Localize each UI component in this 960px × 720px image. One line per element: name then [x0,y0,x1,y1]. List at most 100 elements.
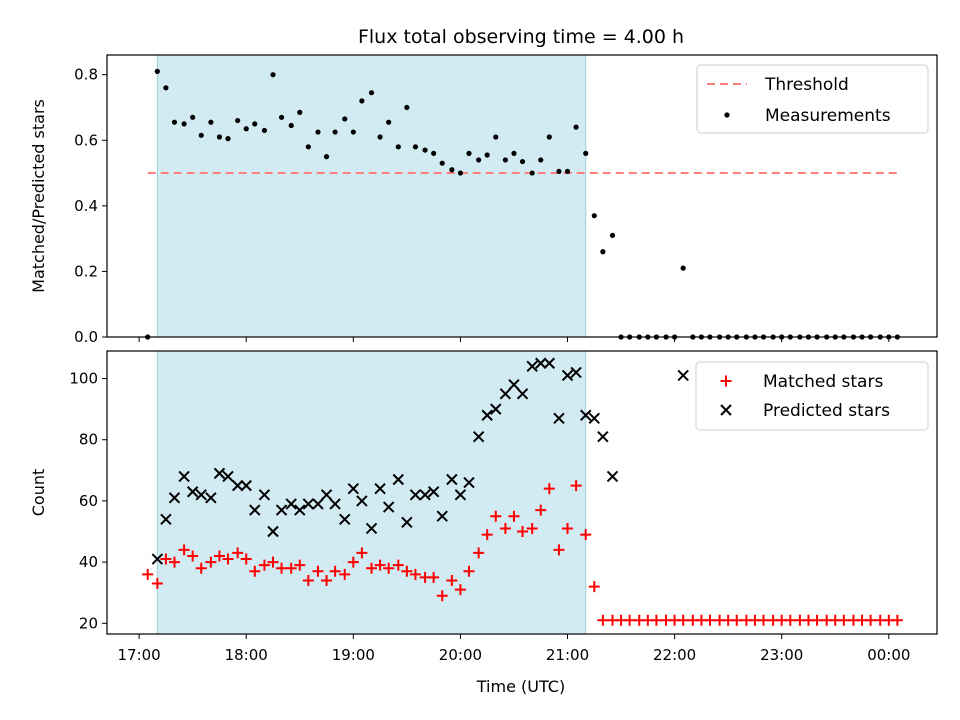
matched-star-point [428,571,440,583]
bottom-y-tick-label: 80 [79,431,98,449]
measurement-point [243,126,249,132]
measurement-point [359,98,365,104]
measurement-point [609,232,616,238]
measurement-point [680,265,686,271]
matched-star-point [562,522,574,534]
measurement-point [261,127,268,134]
legend-measurements-label: Measurements [765,106,891,126]
x-axis-title: Time (UTC) [476,677,565,696]
top-y-tick-label: 0.6 [74,131,98,149]
predicted-star-point [606,470,619,483]
predicted-star-point [597,430,609,443]
predicted-star-point [463,476,475,489]
matched-star-point [213,550,225,562]
predicted-star-point [553,412,565,425]
matched-star-point [178,544,190,556]
matched-star-point [232,547,244,559]
measurement-point [484,152,490,158]
predicted-star-point [302,498,315,510]
measurement-point [529,170,535,176]
matched-star-point [865,614,877,626]
measurement-point [466,150,472,156]
measurement-point [198,132,204,138]
legend-predicted-label: Predicted stars [763,401,890,421]
x-tick-label: 22:00 [653,646,696,664]
matched-star-point [187,550,199,562]
matched-star-point [508,510,520,522]
predicted-star-point [374,482,386,495]
measurement-point [154,68,160,74]
bottom-legend: Matched stars Predicted stars [695,361,929,431]
matched-star-point [473,547,485,559]
matched-star-point [142,568,154,580]
measurement-point [216,134,223,140]
predicted-star-point [275,504,288,516]
measurement-point [573,124,579,130]
x-tick-label: 00:00 [867,646,910,664]
top-legend: Threshold Measurements [696,64,929,134]
predicted-star-point [588,412,600,425]
matched-star-point [811,614,823,626]
predicted-star-point [419,489,431,501]
x-tick-label: 20:00 [439,646,482,664]
predicted-star-point [294,504,306,516]
predicted-star-point [508,378,520,391]
predicted-star-point [178,470,190,483]
measurement-point [476,157,482,163]
matched-star-point [624,614,636,626]
predicted-star-point [258,489,271,501]
bottom-panel: 17:00 18:00 19:00 20:00 21:00 22:00 23:00 00:00… [29,350,938,664]
matched-star-point [838,614,850,626]
measurement-point [190,114,196,120]
predicted-star-point [472,430,485,443]
matched-star-point [383,562,395,574]
measurement-point [377,134,383,140]
measurement-point [315,129,321,135]
matched-star-point [409,568,421,580]
top-y-tick-label: 0.4 [74,197,98,215]
measurement-point [546,134,552,140]
matched-star-point [392,559,404,571]
measurement-point [368,90,375,96]
predicted-star-point [249,504,261,516]
legend-measurements-swatch [724,112,730,118]
measurement-point [350,129,356,135]
matched-star-point [490,510,502,522]
predicted-star-point [392,473,405,486]
predicted-star-point [320,489,333,501]
measurement-point [412,144,419,150]
matched-star-point [731,614,743,626]
bottom-y-tick-label: 100 [69,370,98,388]
matched-star-point [374,559,386,571]
measurement-point [564,168,571,175]
predicted-star-point [409,489,422,501]
predicted-star-point [677,369,689,382]
measurement-point [163,85,169,91]
predicted-star-point [535,357,547,369]
matched-star-point [160,553,172,565]
predicted-star-point [285,498,297,510]
predicted-star-point [454,489,467,501]
predicted-star-point [561,369,574,382]
predicted-star-point [339,513,351,525]
matched-star-point [329,565,341,577]
top-y-axis-title: Matched/Predicted stars [29,99,48,293]
matched-star-point [570,480,582,492]
predicted-star-point [427,486,440,498]
matched-star-point [302,574,314,586]
top-y-tick-label: 0.0 [74,328,98,346]
predicted-star-point [356,495,368,507]
matched-star-point [580,529,592,541]
measurement-point [225,136,231,142]
matched-star-point [463,565,475,577]
predicted-star-point [186,486,199,498]
measurement-point [449,167,455,173]
matched-star-point [356,547,368,559]
top-panel: 0.0 0.2 0.4 0.6 0.8 Matched/Predicted stars Th… [29,54,938,346]
matched-star-point [205,556,217,568]
matched-star-point [543,483,555,495]
matched-star-point [454,584,466,596]
matched-star-point [339,568,351,580]
predicted-star-point [580,409,592,421]
measurement-point [288,122,294,129]
